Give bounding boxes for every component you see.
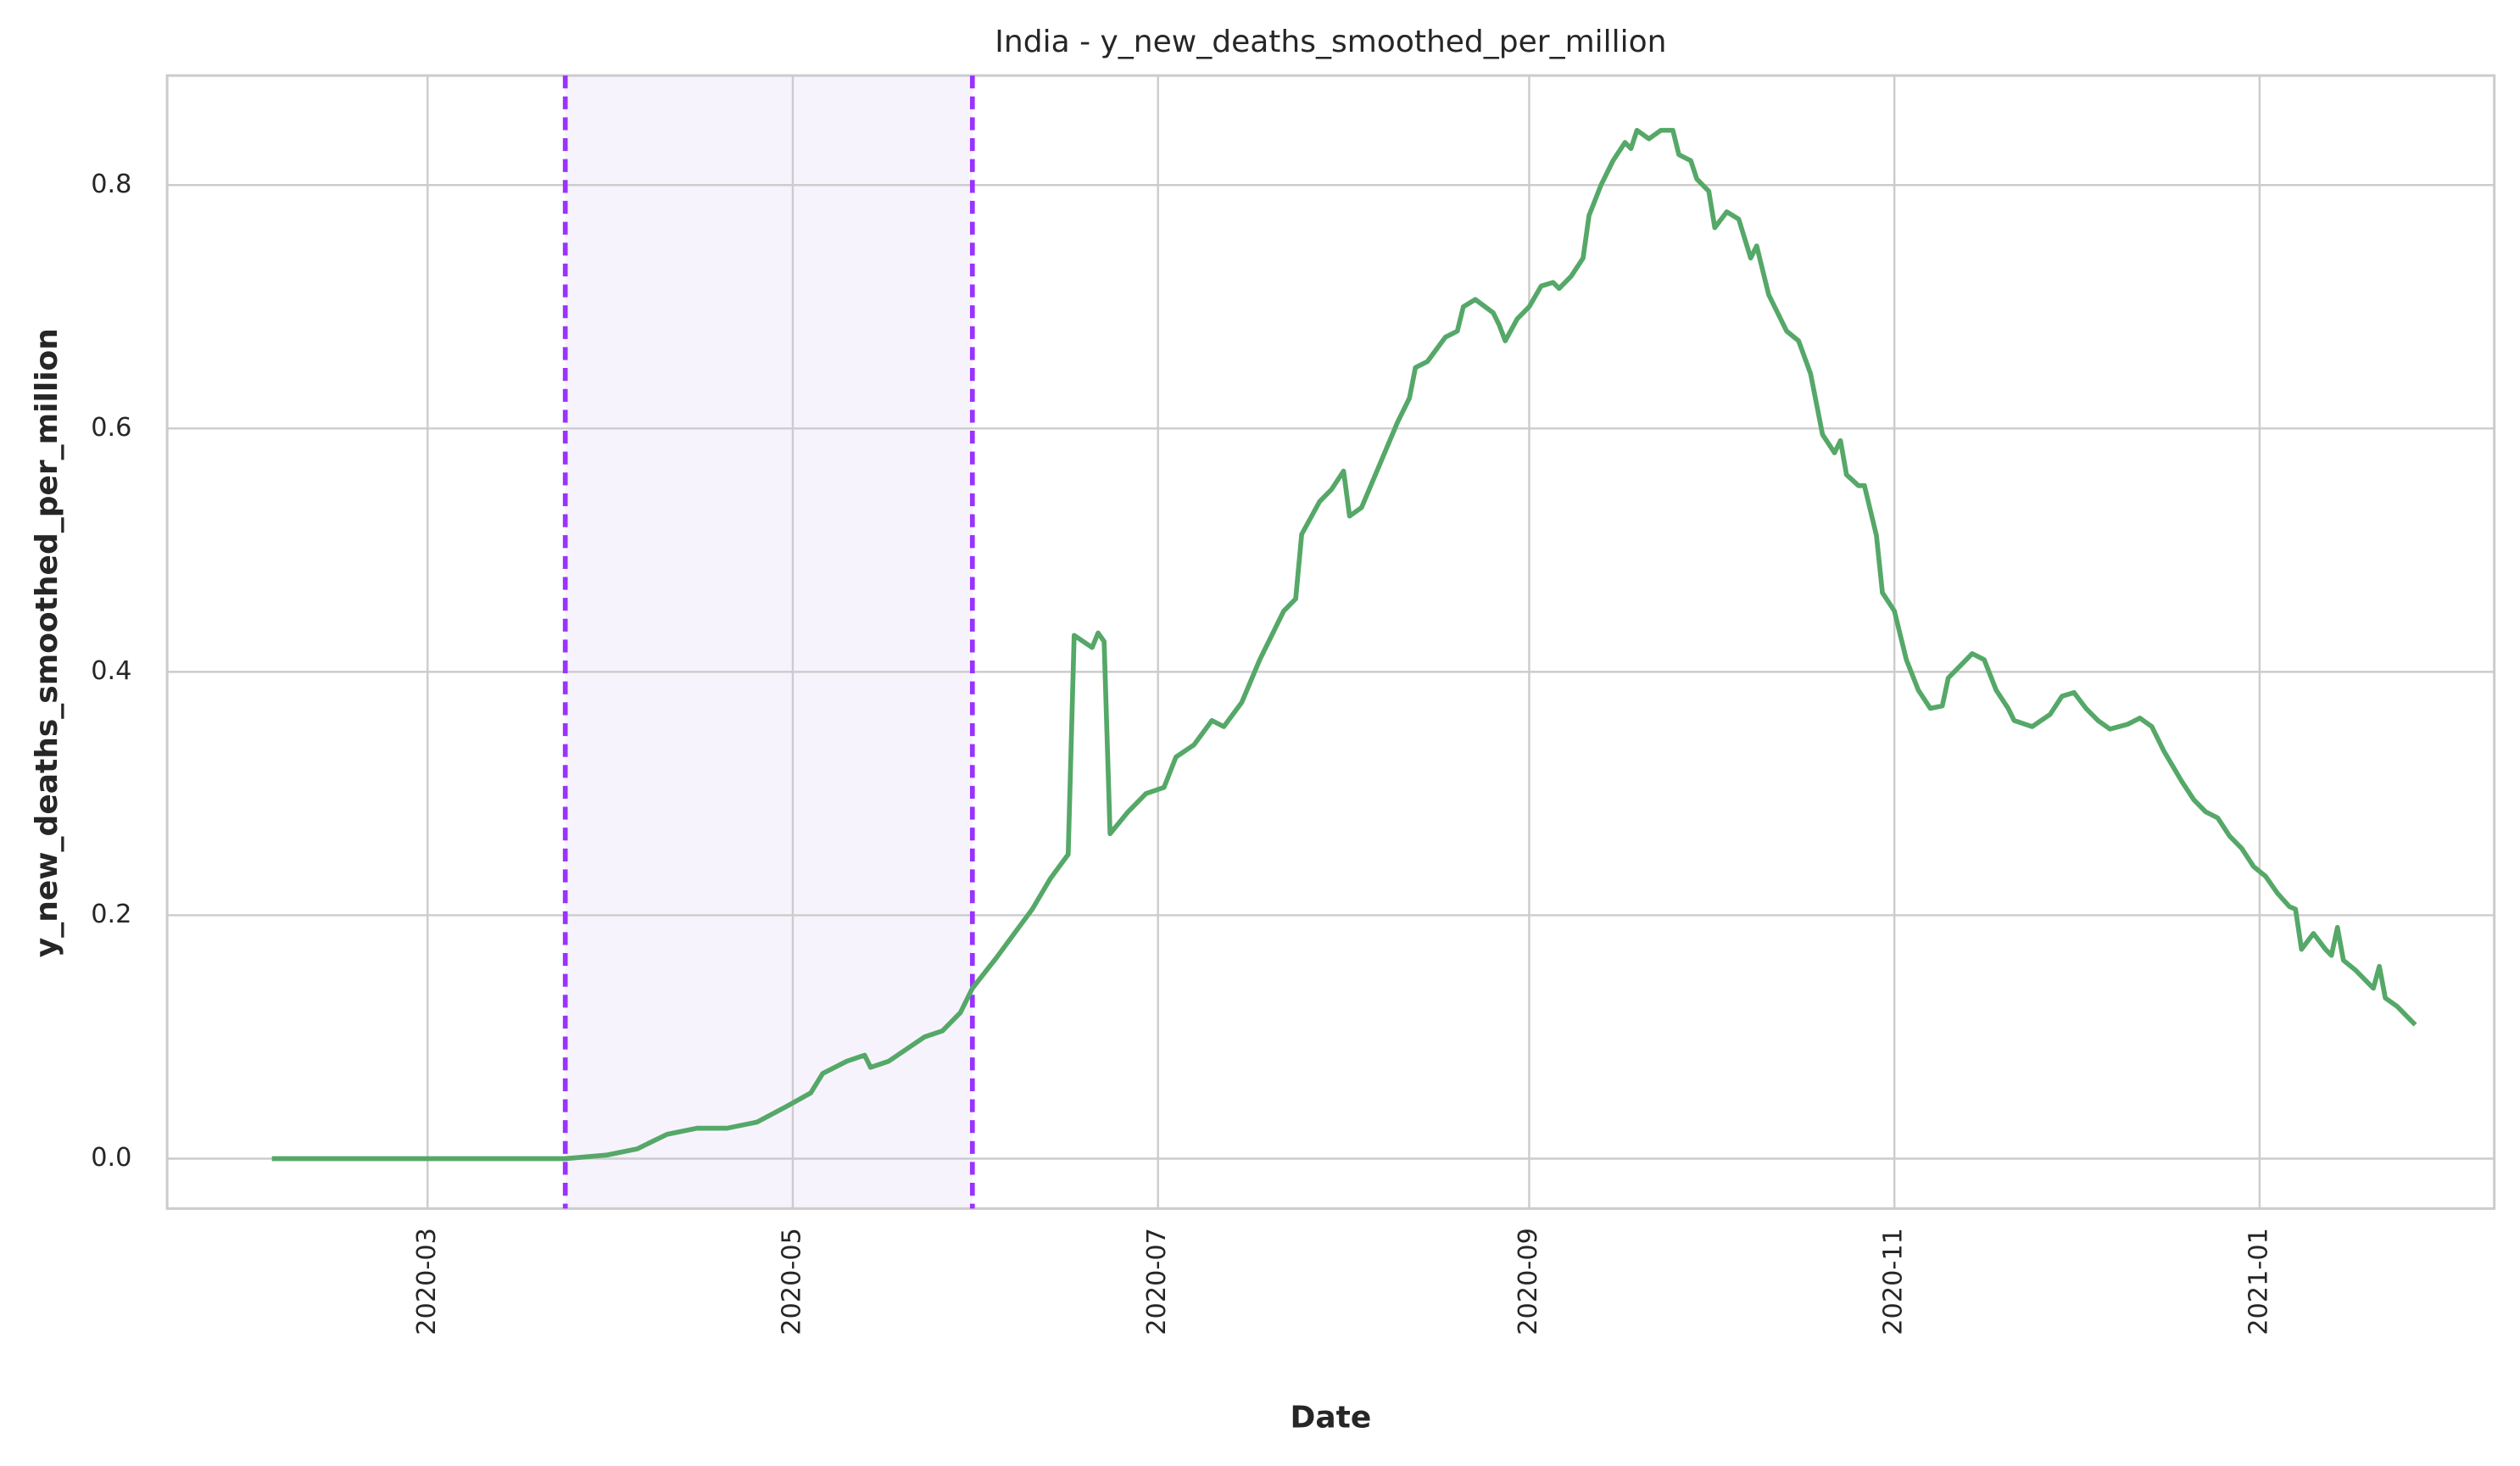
y-tick-label: 0.2 bbox=[91, 900, 131, 929]
x-tick-label: 2020-03 bbox=[412, 1228, 442, 1335]
x-tick-label: 2020-07 bbox=[1142, 1228, 1172, 1335]
data-line bbox=[271, 127, 2417, 1162]
y-tick-label: 0.4 bbox=[91, 656, 131, 686]
x-tick-label: 2020-09 bbox=[1514, 1228, 1543, 1335]
plot-area: 0.0 0.2 0.4 0.6 0.8 2020-03 2020-05 2020-07 2020… bbox=[91, 74, 2496, 1335]
y-axis-label: y_new_deaths_smoothed_per_million bbox=[30, 328, 64, 957]
x-tick-label: 2021-01 bbox=[2244, 1228, 2273, 1335]
x-axis-label: Date bbox=[1290, 1401, 1371, 1435]
x-tick-label: 2020-11 bbox=[1879, 1228, 1909, 1335]
y-tick-label: 0.8 bbox=[91, 170, 131, 199]
plot-frame bbox=[165, 74, 2496, 1210]
y-tick-label: 0.0 bbox=[91, 1143, 131, 1173]
shaded-span bbox=[565, 75, 973, 1209]
x-tick-label: 2020-05 bbox=[777, 1228, 806, 1335]
chart-title: India - y_new_deaths_smoothed_per_millio… bbox=[995, 25, 1666, 59]
y-tick-label: 0.6 bbox=[91, 413, 131, 443]
